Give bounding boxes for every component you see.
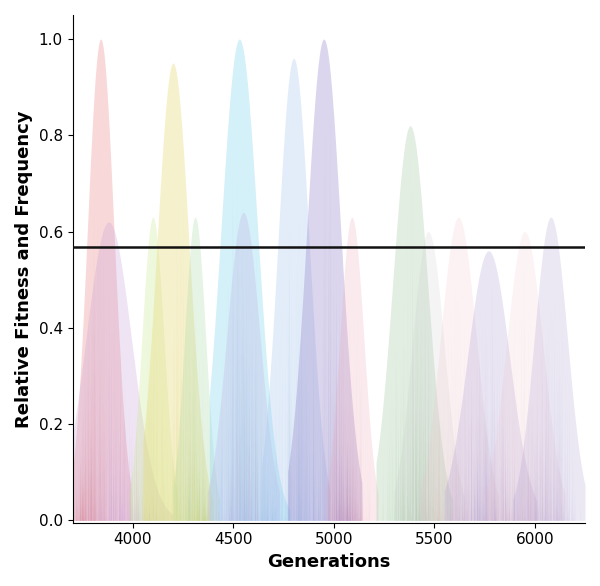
X-axis label: Generations: Generations	[267, 553, 391, 571]
Y-axis label: Relative Fitness and Frequency: Relative Fitness and Frequency	[15, 110, 33, 428]
